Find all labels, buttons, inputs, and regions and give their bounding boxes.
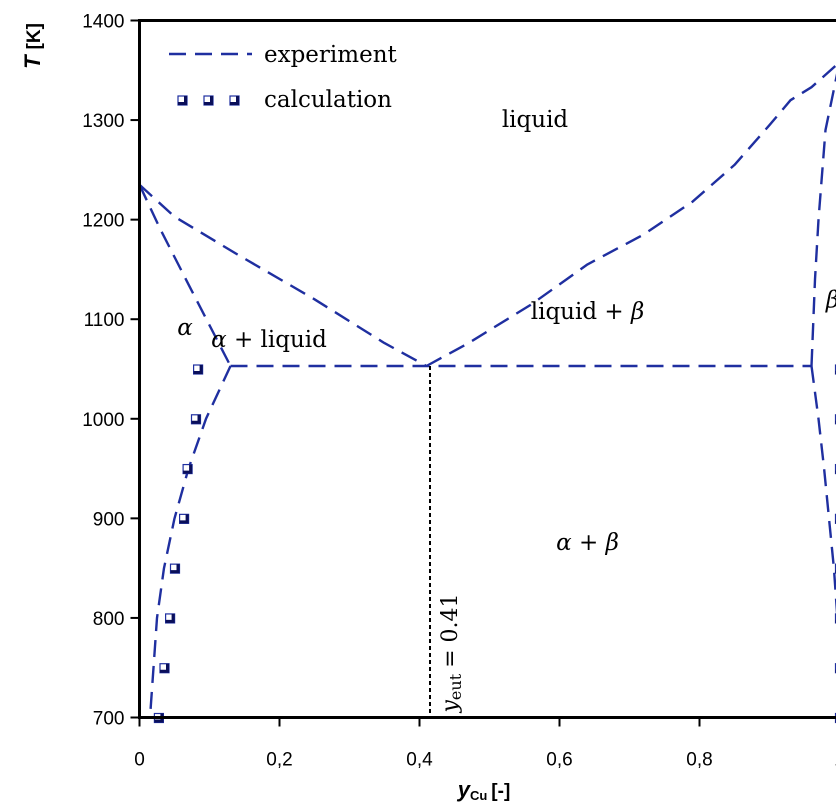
x-axis-ticks: 0 0,2 0,4 0,6 0,8 1 — [134, 717, 836, 771]
experiment-solvus-alpha-line — [148, 365, 232, 718]
eutectic-label-symbol: y — [438, 700, 463, 714]
plot-area-frame — [138, 19, 836, 719]
y-tick-label: 700 — [93, 709, 125, 730]
legend-experiment-label: experiment — [264, 42, 398, 68]
eutectic-label-value: = 0.41 — [438, 593, 463, 667]
experiment-solvus-beta-line — [810, 365, 836, 616]
y-tick-label: 1100 — [84, 310, 125, 331]
experiment-liquidus-beta-line — [425, 63, 836, 368]
y-tick-label: 800 — [93, 609, 125, 630]
region-label: liquid — [502, 107, 569, 133]
calculation-point — [179, 513, 190, 524]
legend: experiment calculation — [169, 42, 398, 113]
y-tick-label: 1000 — [82, 410, 124, 431]
region-label: α — [177, 315, 193, 341]
region-label: α + β — [556, 530, 619, 556]
x-tick-label: 0,4 — [406, 750, 433, 771]
calculation-point — [182, 463, 193, 475]
eutectic-marker: yeut = 0.41 — [429, 366, 465, 718]
region-labels: liquid liquid + β α α + liquid α + β β — [177, 107, 836, 556]
legend-calculation-marker — [229, 95, 240, 106]
legend-calculation-swatch — [177, 95, 240, 106]
y-tick-label: 900 — [93, 509, 125, 530]
y-tick-label: 1400 — [82, 12, 124, 33]
region-label: α + liquid — [211, 327, 327, 353]
y-axis-ticks: 700 800 900 1000 1100 1200 1300 1400 — [82, 12, 140, 730]
eutectic-label-subscript: eut — [446, 673, 465, 700]
x-tick-label: 1 — [834, 750, 836, 771]
experiment-solidus-alpha-line — [139, 184, 232, 367]
x-axis-title: yCu [-] — [457, 777, 511, 803]
x-tick-label: 0,2 — [266, 750, 292, 771]
legend-calculation-marker — [203, 95, 214, 106]
legend-calculation-marker — [177, 95, 188, 106]
y-tick-label: 1300 — [82, 111, 124, 132]
y-tick-label: 1200 — [82, 211, 124, 232]
eutectic-label: yeut = 0.41 — [438, 593, 465, 713]
calculation-point — [190, 414, 202, 425]
calculation-point — [169, 563, 181, 574]
y-axis-title: T[K] — [20, 23, 45, 69]
calculation-point — [159, 663, 170, 674]
calculation-point — [165, 613, 176, 624]
experiment-liquidus-alpha-line — [139, 183, 428, 368]
x-tick-label: 0 — [134, 750, 145, 771]
x-tick-label: 0,6 — [546, 750, 572, 771]
region-label: liquid + β — [531, 299, 645, 325]
experiment-lines — [139, 63, 836, 718]
calculation-point — [193, 364, 204, 375]
region-label: β — [825, 287, 836, 313]
experiment-solidus-beta-line — [810, 73, 836, 367]
x-tick-label: 0,8 — [686, 750, 712, 771]
legend-calculation-label: calculation — [264, 87, 392, 113]
calculation-markers — [153, 364, 836, 724]
